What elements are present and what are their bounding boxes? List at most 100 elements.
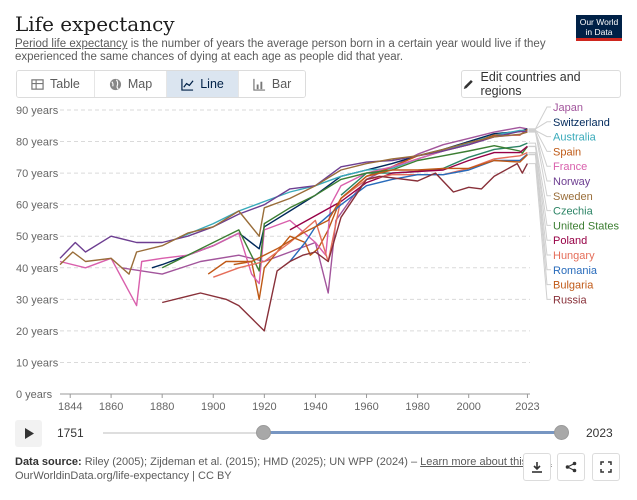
legend-connector	[528, 145, 551, 241]
y-tick-label: 10 years	[16, 357, 59, 369]
legend-label-russia[interactable]: Russia	[553, 294, 588, 306]
legend-label-poland[interactable]: Poland	[553, 235, 587, 247]
legend-label-united-states[interactable]: United States	[553, 220, 620, 232]
legend-connector	[528, 131, 551, 197]
timeline-start-handle[interactable]	[255, 425, 271, 440]
learn-more-link[interactable]: Learn more about this data	[420, 456, 552, 468]
tab-bar-label: Bar	[271, 77, 292, 91]
tab-map-label: Map	[127, 77, 153, 91]
legend-label-japan[interactable]: Japan	[553, 102, 583, 114]
tab-line[interactable]: Line	[167, 71, 239, 97]
x-tick-label: 1844	[58, 401, 82, 413]
tab-map[interactable]: Map	[94, 71, 168, 97]
data-source-text: Riley (2005); Zijdeman et al. (2015); HM…	[84, 456, 421, 468]
x-tick-label: 2023	[515, 401, 539, 413]
subtitle-text: is the number of years the average perso…	[15, 38, 546, 63]
x-tick-label: 1980	[405, 401, 429, 413]
fullscreen-button[interactable]	[592, 453, 620, 481]
series-line-japan[interactable]	[121, 126, 528, 294]
x-tick-label: 1920	[252, 401, 276, 413]
series-line-australia[interactable]	[174, 129, 528, 241]
legend-label-czechia[interactable]: Czechia	[553, 206, 594, 218]
y-tick-label: 80 years	[16, 137, 59, 149]
view-tabs: Table Map Line Bar	[16, 70, 307, 98]
legend-label-australia[interactable]: Australia	[553, 132, 597, 144]
tab-table[interactable]: Table	[17, 71, 95, 97]
chart-series	[59, 126, 529, 332]
edit-countries-button[interactable]: Edit countries and regions	[461, 70, 621, 98]
legend-connector	[528, 153, 551, 271]
x-tick-label: 1940	[303, 401, 327, 413]
data-source-label: Data source:	[15, 456, 82, 468]
logo-line-1: Our World	[579, 17, 619, 27]
y-tick-label: 30 years	[16, 294, 59, 306]
y-tick-label: 0 years	[16, 389, 53, 401]
legend-label-bulgaria[interactable]: Bulgaria	[553, 280, 594, 292]
page-title: Life expectancy	[15, 12, 175, 36]
legend-label-hungary[interactable]: Hungary	[553, 250, 595, 262]
series-line-poland[interactable]	[289, 145, 528, 231]
tab-line-label: Line	[200, 77, 224, 91]
play-button[interactable]	[15, 420, 42, 447]
tab-bar[interactable]: Bar	[238, 71, 306, 97]
y-tick-label: 60 years	[16, 200, 59, 212]
x-tick-label: 2000	[456, 401, 480, 413]
pencil-icon	[463, 79, 473, 89]
y-tick-label: 70 years	[16, 168, 59, 180]
legend-connector	[528, 129, 551, 152]
x-tick-label: 1960	[354, 401, 378, 413]
legend-connector	[528, 154, 551, 286]
footer-url[interactable]: OurWorldinData.org/life-expectancy | CC …	[15, 470, 232, 482]
timeline-start-year: 1751	[57, 426, 84, 440]
series-line-spain[interactable]	[233, 129, 528, 301]
legend-label-sweden[interactable]: Sweden	[553, 191, 593, 203]
table-icon	[31, 78, 44, 90]
download-button[interactable]	[523, 453, 551, 481]
globe-icon	[109, 78, 121, 90]
series-line-united-states[interactable]	[161, 145, 528, 272]
series-line-bulgaria[interactable]	[207, 154, 528, 275]
timeline-selected-range	[262, 431, 560, 434]
series-line-france[interactable]	[59, 130, 528, 307]
share-button[interactable]	[557, 453, 585, 481]
legend-connector	[528, 121, 551, 130]
x-tick-label: 1900	[201, 401, 225, 413]
chart-axes: 0 years 10 years 20 years 30 years 40 years 5…	[16, 105, 540, 413]
legend-label-romania[interactable]: Romania	[553, 265, 598, 277]
y-tick-label: 90 years	[16, 105, 59, 117]
legend-connector	[528, 163, 551, 300]
legend-connector	[528, 106, 551, 130]
legend-connector	[528, 130, 551, 182]
series-line-norway[interactable]	[59, 130, 528, 259]
tab-table-label: Table	[50, 77, 80, 91]
play-icon	[24, 428, 34, 439]
timeline: 1751 2023	[0, 418, 637, 448]
y-tick-label: 40 years	[16, 263, 59, 275]
series-line-russia[interactable]	[162, 162, 529, 332]
y-tick-label: 20 years	[16, 326, 59, 338]
subtitle-definition-link[interactable]: Period life expectancy	[15, 38, 128, 50]
series-line-sweden[interactable]	[59, 131, 528, 275]
timeline-end-year: 2023	[586, 426, 613, 440]
legend-connector	[528, 152, 551, 256]
line-chart-icon	[181, 78, 194, 91]
owid-logo[interactable]: Our World in Data	[576, 15, 622, 41]
legend-connector	[528, 142, 551, 212]
fullscreen-icon	[600, 461, 612, 473]
timeline-end-handle[interactable]	[553, 425, 569, 440]
legend-label-norway[interactable]: Norway	[553, 176, 591, 188]
y-tick-label: 50 years	[16, 231, 59, 243]
chart-grid	[60, 109, 530, 363]
legend-connector	[528, 130, 551, 138]
data-source: Data source: Riley (2005); Zijdeman et a…	[15, 455, 552, 469]
download-icon	[532, 462, 542, 473]
legend-label-switzerland[interactable]: Switzerland	[553, 117, 610, 129]
legend-label-spain[interactable]: Spain	[553, 146, 581, 158]
logo-line-2: in Data	[585, 26, 613, 37]
page-subtitle: Period life expectancy is the number of …	[15, 38, 560, 64]
x-tick-label: 1860	[99, 401, 123, 413]
chart-legend: Japan Switzerland Australia Spain France Norw…	[528, 102, 620, 306]
legend-label-france[interactable]: France	[553, 161, 587, 173]
line-chart: 0 years 10 years 20 years 30 years 40 years 5…	[16, 102, 620, 413]
x-tick-label: 1880	[150, 401, 174, 413]
